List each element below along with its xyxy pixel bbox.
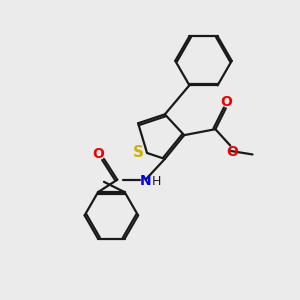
Text: O: O [92, 147, 104, 160]
Text: H: H [152, 175, 161, 188]
Text: O: O [220, 95, 232, 109]
Text: N: N [140, 174, 152, 188]
Text: S: S [133, 146, 144, 160]
Text: O: O [226, 145, 238, 159]
